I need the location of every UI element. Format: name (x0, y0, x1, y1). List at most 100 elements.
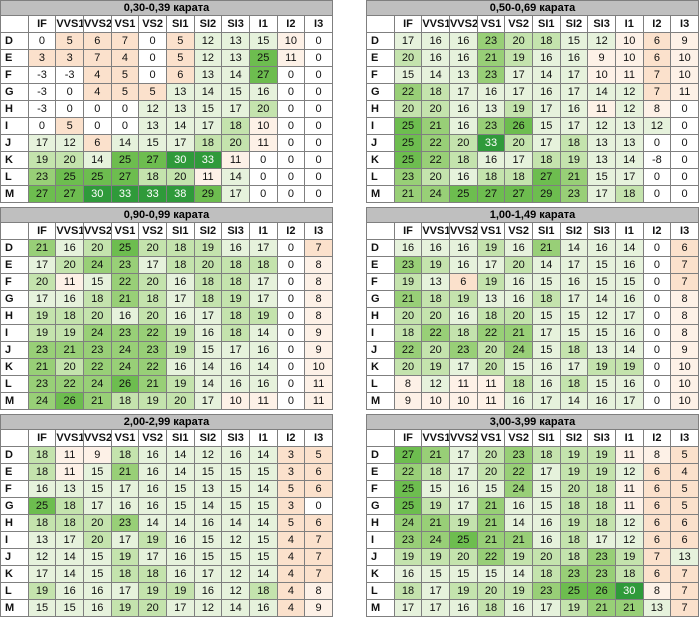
value-cell: 12 (614, 100, 644, 118)
table-row: I 18 22 18 22 21 17 15 15 16 0 8 (366, 324, 699, 342)
table-row: M 24 26 21 18 19 20 17 10 11 0 11 (0, 392, 333, 410)
value-cell: 23 (27, 375, 57, 393)
value-cell: 10 (670, 392, 699, 410)
value-cell: 4 (110, 49, 140, 67)
value-cell: 14 (221, 66, 250, 84)
value-cell: 15 (393, 66, 423, 84)
table-row: H 20 20 16 18 20 15 15 12 17 0 8 (366, 307, 699, 325)
value-cell: 21 (504, 324, 533, 342)
value-cell: 20 (476, 446, 506, 464)
value-cell: 7 (670, 256, 699, 274)
value-cell: 15 (221, 463, 250, 481)
value-cell: 22 (476, 548, 506, 566)
value-cell: 15 (587, 273, 616, 291)
value-cell: 0 (642, 185, 672, 203)
column-header: VS2 (504, 222, 533, 240)
value-cell: 19 (393, 548, 423, 566)
table-row: K 25 22 18 16 17 18 19 13 14 -8 0 (366, 151, 699, 169)
value-cell: 8 (670, 307, 699, 325)
value-cell: 15 (165, 497, 195, 515)
column-header: SI1 (165, 222, 195, 240)
value-cell: 15 (193, 531, 223, 549)
value-cell: 9 (304, 599, 333, 617)
value-cell: 15 (82, 548, 112, 566)
value-cell: 21 (476, 531, 506, 549)
value-cell: 16 (476, 151, 506, 169)
value-cell: 16 (448, 49, 478, 67)
value-cell: 21 (393, 185, 423, 203)
table-row: J 19 19 20 22 19 20 18 23 19 7 13 (366, 548, 699, 566)
value-cell: 15 (531, 341, 561, 359)
value-cell: 15 (531, 307, 561, 325)
value-cell: 0 (670, 151, 699, 169)
table-row: M 27 27 30 33 33 38 29 17 0 0 0 (0, 185, 333, 203)
value-cell: 20 (221, 134, 250, 152)
row-header: M (366, 392, 395, 410)
value-cell: 12 (221, 582, 250, 600)
value-cell: 16 (138, 480, 167, 498)
value-cell: 16 (193, 514, 223, 532)
value-cell: 13 (165, 83, 195, 101)
column-header: SI3 (221, 222, 250, 240)
value-cell: 17 (448, 83, 478, 101)
value-cell: 17 (248, 239, 278, 257)
value-cell: 20 (421, 168, 450, 186)
column-header: IF (393, 222, 423, 240)
value-cell: 15 (82, 480, 112, 498)
value-cell: 17 (165, 599, 195, 617)
value-cell: 15 (221, 497, 250, 515)
value-cell: 20 (82, 531, 112, 549)
value-cell: 19 (587, 446, 616, 464)
value-cell: 16 (448, 256, 478, 274)
table-row: E 22 18 17 20 22 17 19 19 12 6 4 (366, 463, 699, 481)
value-cell: 0 (55, 100, 84, 118)
value-cell: 17 (393, 599, 423, 617)
value-cell: 16 (110, 307, 140, 325)
value-cell: 13 (27, 531, 57, 549)
price-table-1: 0,30-0,39 карата IF VVS1 VVS2 VS1 VS2 SI1 SI2 S… (0, 0, 333, 203)
table-row: F 20 11 15 22 20 16 18 18 17 0 8 (0, 273, 333, 291)
column-header-row: IF VVS1 VVS2 VS1 VS2 SI1 SI2 SI3 I1 I2 I3 (366, 222, 699, 240)
value-cell: 19 (559, 599, 589, 617)
value-cell: 20 (421, 307, 450, 325)
value-cell: 14 (614, 151, 644, 169)
column-header: I1 (248, 15, 278, 33)
value-cell: 4 (276, 565, 306, 583)
value-cell: 6 (642, 497, 672, 515)
column-header: VS1 (110, 15, 140, 33)
column-header: I2 (642, 15, 672, 33)
table-title: 0,90-0,99 карата (0, 207, 333, 223)
value-cell: 0 (642, 358, 672, 376)
value-cell: 11 (448, 375, 478, 393)
value-cell: 18 (531, 565, 561, 583)
value-cell: 14 (248, 514, 278, 532)
row-header: I (366, 531, 395, 549)
row-header: H (366, 514, 395, 532)
value-cell: 16 (531, 531, 561, 549)
value-cell: 22 (393, 463, 423, 481)
value-cell: 21 (614, 599, 644, 617)
value-cell: 16 (421, 49, 450, 67)
value-cell: 27 (55, 185, 84, 203)
value-cell: 25 (393, 497, 423, 515)
value-cell: 13 (55, 480, 84, 498)
value-cell: 22 (421, 151, 450, 169)
value-cell: 15 (248, 531, 278, 549)
table-row: G -3 0 4 5 5 13 14 15 16 0 0 (0, 83, 333, 101)
value-cell: 17 (559, 358, 589, 376)
column-header: VVS2 (448, 15, 478, 33)
value-cell: 5 (138, 83, 167, 101)
corner-cell (0, 222, 29, 240)
column-header: VVS1 (421, 429, 450, 447)
value-cell: 16 (138, 497, 167, 515)
column-header: SI1 (531, 429, 561, 447)
value-cell: -3 (27, 66, 57, 84)
value-cell: 18 (193, 290, 223, 308)
value-cell: 19 (421, 548, 450, 566)
value-cell: 18 (221, 256, 250, 274)
value-cell: 25 (393, 480, 423, 498)
value-cell: 0 (276, 307, 306, 325)
table-row: M 21 24 25 27 27 29 23 17 18 0 0 (366, 185, 699, 203)
value-cell: 16 (504, 239, 533, 257)
value-cell: 19 (138, 531, 167, 549)
